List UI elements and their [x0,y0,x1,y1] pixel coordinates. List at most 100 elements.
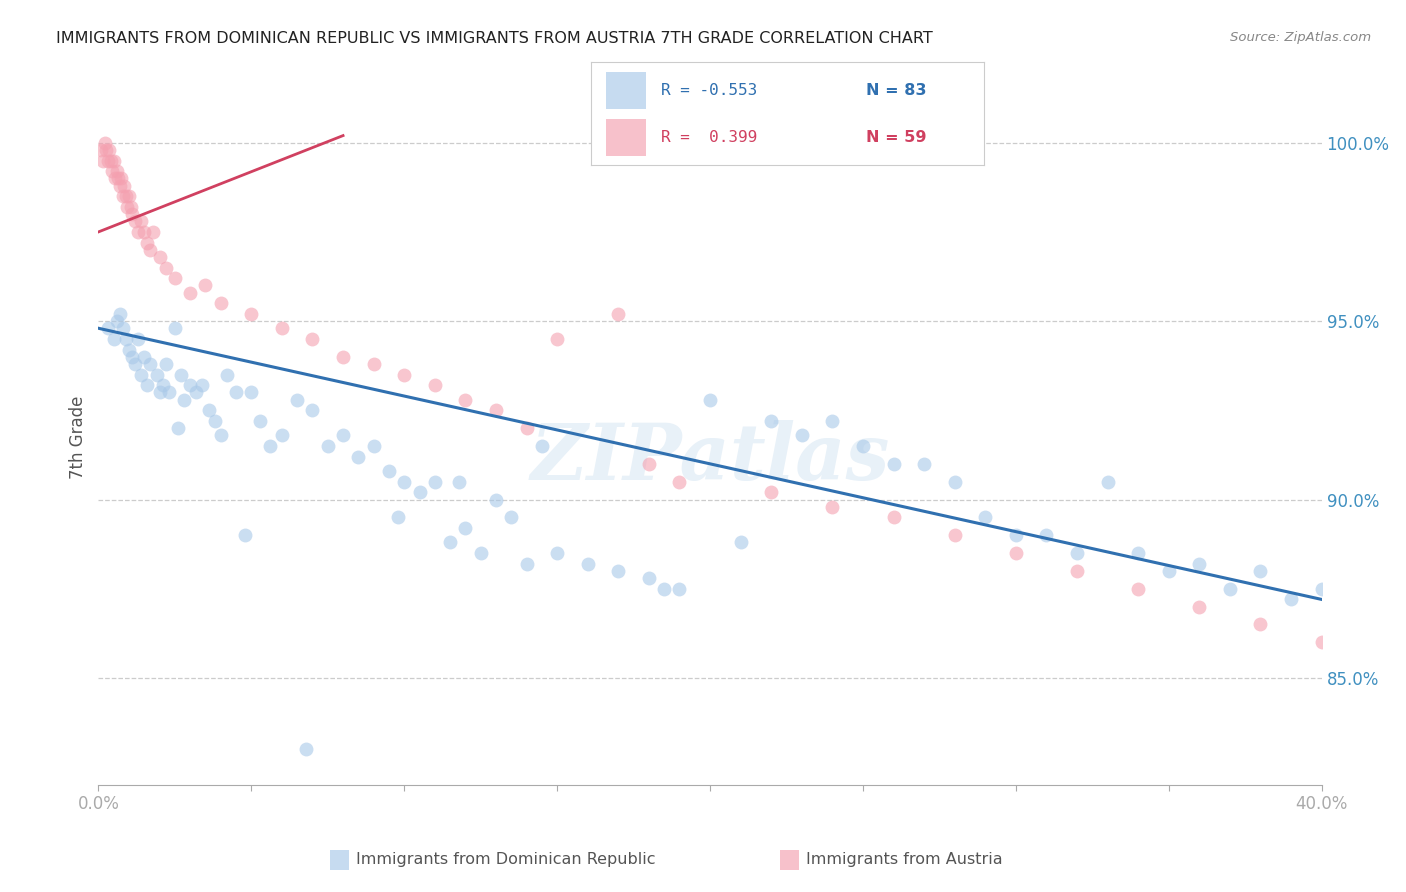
Point [129,214,152,228]
Point [149,385,172,400]
Point [516,421,538,435]
Point [270,428,294,442]
Point [668,582,690,596]
Point [127,332,149,346]
Point [974,510,997,524]
Point [115,332,138,346]
Point [91,153,114,168]
Point [111,321,134,335]
Point [170,368,193,382]
Point [139,243,162,257]
Point [1128,546,1150,560]
Point [607,564,630,578]
Point [186,385,208,400]
Point [761,485,783,500]
Point [173,392,195,407]
Point [285,392,308,407]
Point [1279,592,1302,607]
Point [152,378,174,392]
Point [392,475,416,489]
Point [332,350,354,364]
Point [1066,546,1088,560]
Point [225,385,247,400]
Text: Immigrants from Dominican Republic: Immigrants from Dominican Republic [356,853,655,867]
Point [668,475,690,489]
Point [546,332,568,346]
Point [121,207,143,221]
Text: R = -0.553: R = -0.553 [661,83,758,97]
Text: IMMIGRANTS FROM DOMINICAN REPUBLIC VS IMMIGRANTS FROM AUSTRIA 7TH GRADE CORRELAT: IMMIGRANTS FROM DOMINICAN REPUBLIC VS IM… [56,31,934,46]
Point [136,378,159,392]
Point [699,392,721,407]
Point [485,492,508,507]
Point [449,475,471,489]
Point [912,457,935,471]
Point [790,428,813,442]
Point [104,171,127,186]
Point [485,403,508,417]
Point [101,164,124,178]
Point [530,439,553,453]
FancyBboxPatch shape [330,850,349,870]
Point [1097,475,1119,489]
Point [301,332,323,346]
Point [1250,617,1272,632]
Point [163,321,186,335]
Point [423,475,446,489]
Point [1310,635,1333,649]
FancyBboxPatch shape [606,71,645,109]
Point [1157,564,1180,578]
Point [145,368,167,382]
Point [301,403,323,417]
Point [97,321,120,335]
Point [112,178,135,193]
Point [1310,582,1333,596]
Point [332,428,354,442]
Text: Source: ZipAtlas.com: Source: ZipAtlas.com [1230,31,1371,45]
Point [1188,557,1211,571]
Point [129,368,152,382]
Point [105,314,128,328]
Point [108,178,131,193]
Point [821,500,844,514]
Point [97,153,120,168]
Point [111,189,134,203]
Point [118,189,141,203]
Point [121,350,143,364]
Point [115,189,138,203]
Point [163,271,186,285]
Point [408,485,430,500]
Point [1004,546,1026,560]
Point [194,278,217,293]
Point [638,457,661,471]
Point [142,225,165,239]
Text: N = 83: N = 83 [866,83,927,97]
Point [124,357,146,371]
Point [652,582,675,596]
Point [638,571,661,585]
Point [249,414,271,428]
Point [1035,528,1057,542]
Point [124,214,146,228]
Point [454,521,477,535]
Point [852,439,875,453]
Point [439,535,461,549]
Point [378,464,401,478]
Point [155,260,177,275]
Point [149,250,172,264]
Point [120,200,142,214]
Point [134,350,156,364]
Point [233,528,256,542]
Point [204,414,226,428]
Point [209,296,232,310]
Point [105,164,128,178]
Point [454,392,477,407]
Text: ZIPatlas: ZIPatlas [530,420,890,496]
Point [699,143,721,157]
Point [943,475,966,489]
Point [270,321,294,335]
Point [1250,564,1272,578]
Point [110,171,132,186]
Point [316,439,339,453]
Text: R =  0.399: R = 0.399 [661,130,758,145]
